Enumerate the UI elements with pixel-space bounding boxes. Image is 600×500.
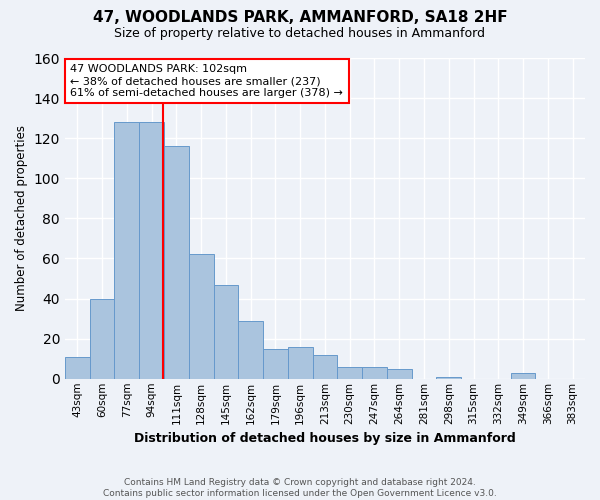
Bar [115,122,139,379]
Bar [313,354,337,379]
Bar [89,298,115,379]
X-axis label: Distribution of detached houses by size in Ammanford: Distribution of detached houses by size … [134,432,516,445]
Bar [288,346,313,379]
Bar [189,254,214,379]
Bar [139,122,164,379]
Text: Contains HM Land Registry data © Crown copyright and database right 2024.
Contai: Contains HM Land Registry data © Crown c… [103,478,497,498]
Bar [164,146,189,379]
Bar [511,372,535,379]
Bar [387,368,412,379]
Y-axis label: Number of detached properties: Number of detached properties [15,126,28,312]
Text: Size of property relative to detached houses in Ammanford: Size of property relative to detached ho… [115,28,485,40]
Bar [337,366,362,379]
Text: 47 WOODLANDS PARK: 102sqm
← 38% of detached houses are smaller (237)
61% of semi: 47 WOODLANDS PARK: 102sqm ← 38% of detac… [70,64,343,98]
Text: 47, WOODLANDS PARK, AMMANFORD, SA18 2HF: 47, WOODLANDS PARK, AMMANFORD, SA18 2HF [92,10,508,25]
Bar [362,366,387,379]
Bar [238,320,263,379]
Bar [436,377,461,379]
Bar [263,348,288,379]
Bar [214,284,238,379]
Bar [65,356,89,379]
